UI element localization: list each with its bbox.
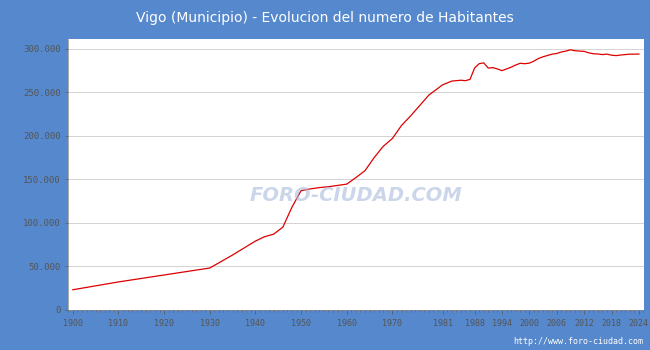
Text: FORO-CIUDAD.COM: FORO-CIUDAD.COM bbox=[250, 186, 462, 205]
Text: Vigo (Municipio) - Evolucion del numero de Habitantes: Vigo (Municipio) - Evolucion del numero … bbox=[136, 11, 514, 26]
Text: http://www.foro-ciudad.com: http://www.foro-ciudad.com bbox=[514, 337, 644, 346]
